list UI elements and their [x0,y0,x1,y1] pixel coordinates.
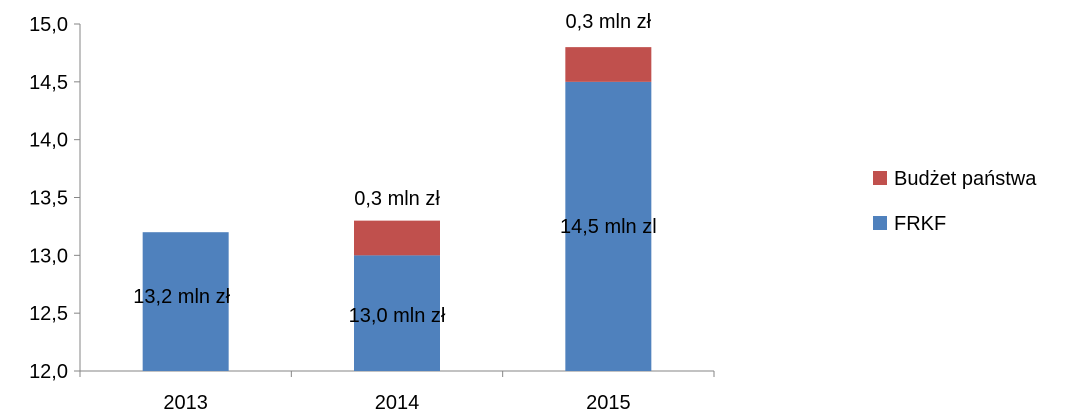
data-label-budzet: 0,3 mln zł [354,188,440,210]
legend-swatch [873,171,887,185]
data-label-frkf: 14,5 mln zl [560,216,657,238]
y-tick-label: 12,5 [29,303,68,325]
legend-swatch [873,216,887,230]
y-tick-label: 15,0 [29,14,68,36]
y-tick-label: 14,5 [29,72,68,94]
bar-budzet [354,220,440,256]
data-label-budzet: 0,3 mln zł [566,11,652,33]
y-tick-label: 14,0 [29,130,68,152]
legend-label: Budżet państwa [894,168,1037,190]
bar-frkf [565,81,652,371]
legend: Budżet państwa FRKF [873,168,1037,235]
axes: 12,0 12,5 13,0 13,5 14,0 14,5 15,0 2013 2014 2015 [29,14,715,414]
bar-budzet [565,47,652,82]
y-tick-label: 12,0 [29,361,68,383]
y-tick-label: 13,5 [29,188,68,210]
x-tick-label: 2015 [586,392,631,414]
data-label-frkf: 13,0 mln zł [349,305,446,327]
x-tick-label: 2013 [163,392,208,414]
data-label-frkf: 13,2 mln zł [133,286,230,308]
y-tick-label: 13,0 [29,245,68,267]
data-labels: 13,2 mln zł 13,0 mln zł 0,3 mln zł 14,5 mln… [133,11,656,327]
bar-frkf [142,232,229,371]
bar-frkf [354,255,440,371]
bars [142,47,652,371]
legend-label: FRKF [894,213,946,235]
x-tick-label: 2014 [375,392,420,414]
